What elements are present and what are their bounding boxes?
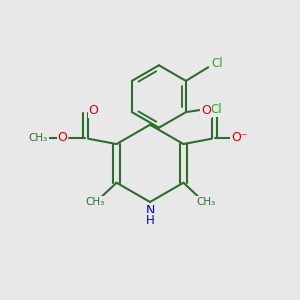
Text: Cl: Cl xyxy=(210,103,222,116)
Text: Cl: Cl xyxy=(211,57,223,70)
Text: N: N xyxy=(145,204,155,217)
Text: O: O xyxy=(58,131,68,144)
Text: O⁻: O⁻ xyxy=(231,131,248,144)
Text: O: O xyxy=(89,104,99,117)
Text: H: H xyxy=(146,214,154,227)
Text: CH₃: CH₃ xyxy=(85,197,104,207)
Text: CH₃: CH₃ xyxy=(28,133,48,142)
Text: CH₃: CH₃ xyxy=(197,197,216,207)
Text: O: O xyxy=(201,104,211,117)
